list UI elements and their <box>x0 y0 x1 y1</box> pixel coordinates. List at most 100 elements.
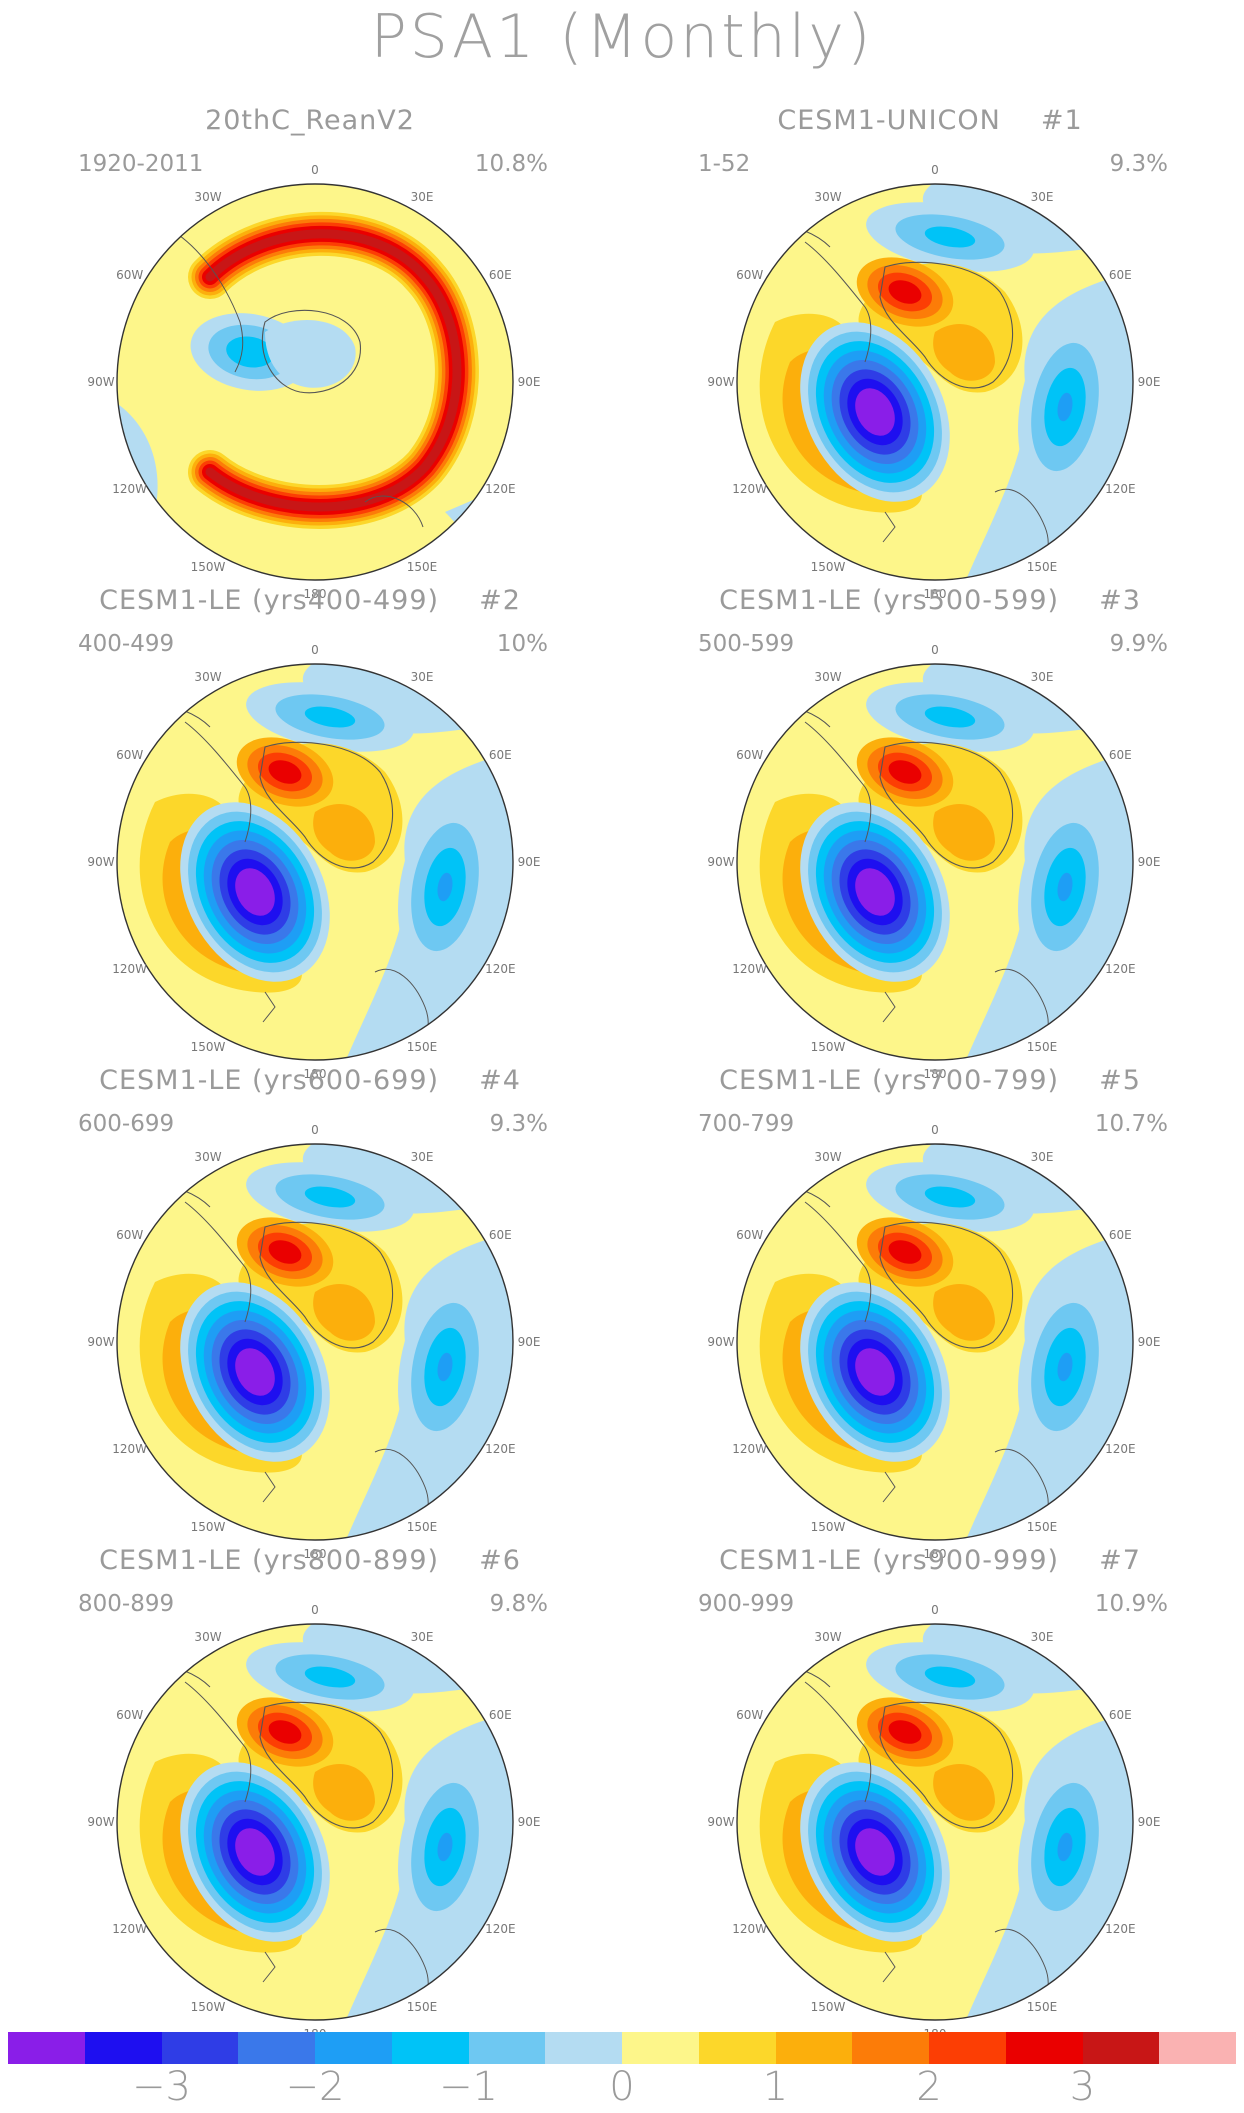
longitude-label: 120E <box>1105 482 1136 496</box>
panel-years: 800-899 <box>78 1591 175 1617</box>
longitude-label: 90E <box>517 855 541 869</box>
longitude-label: 120W <box>112 1922 148 1936</box>
longitude-label: 120E <box>485 1442 516 1456</box>
longitude-label: 180 <box>303 587 327 601</box>
longitude-label: 30W <box>814 189 842 204</box>
polar-map <box>116 1143 514 1541</box>
longitude-label: 180 <box>303 1067 327 1081</box>
longitude-label: 0 <box>931 1123 939 1137</box>
panel-years: 900-999 <box>698 1591 795 1617</box>
longitude-label: 30E <box>410 189 434 204</box>
panel-title-text: CESM1-LE (yrs500-599) <box>719 585 1060 616</box>
panel-years: 400-499 <box>78 631 175 657</box>
longitude-label: 30W <box>814 1629 842 1644</box>
polar-map <box>736 663 1134 1061</box>
panel-number: #3 <box>1099 585 1141 616</box>
colorbar-swatch <box>775 2032 853 2064</box>
panel-title: 20thC_ReanV2 <box>0 105 620 136</box>
panel-number: #7 <box>1099 1545 1141 1576</box>
panel-variance-percent: 9.8% <box>489 1591 548 1617</box>
colorbar-swatch <box>315 2032 392 2064</box>
longitude-label: 0 <box>311 1123 319 1137</box>
longitude-label: 120W <box>112 962 148 976</box>
panel-years: 500-599 <box>698 631 795 657</box>
longitude-label: 90E <box>517 375 541 389</box>
map-boundary <box>116 1143 514 1541</box>
colorbar-tick-label: −3 <box>132 2064 191 2110</box>
longitude-label: 150W <box>810 2000 846 2015</box>
longitude-label: 60W <box>116 1708 144 1722</box>
panel-title-text: 20thC_ReanV2 <box>205 105 415 136</box>
colorbar-tick-label: 0 <box>609 2064 635 2110</box>
map-panel: CESM1-LE (yrs700-799) #5 700-799 10.7% 0 30E 6… <box>620 1065 1240 1561</box>
colorbar-swatch <box>161 2032 239 2064</box>
panel-variance-percent: 9.9% <box>1109 631 1168 657</box>
panel-number: #6 <box>479 1545 521 1576</box>
polar-map <box>736 1623 1134 2021</box>
colorbar-tick-label: −1 <box>439 2064 498 2110</box>
longitude-label: 60W <box>116 1228 144 1242</box>
map-panel: CESM1-LE (yrs400-499) #2 400-499 10% 0 30E 60E… <box>0 585 620 1081</box>
map-boundary <box>736 663 1134 1061</box>
polar-map <box>736 183 1134 581</box>
longitude-label: 180 <box>303 1547 327 1561</box>
longitude-label: 30W <box>194 1629 222 1644</box>
colorbar-swatch <box>84 2032 162 2064</box>
map-boundary <box>736 1623 1134 2021</box>
map-boundary <box>736 183 1134 581</box>
panel-years: 600-699 <box>78 1111 175 1137</box>
polar-map <box>116 1623 514 2021</box>
longitude-label: 60W <box>736 1708 764 1722</box>
panel-title-text: CESM1-LE (yrs600-699) <box>99 1065 440 1096</box>
longitude-label: 90W <box>707 375 735 389</box>
panel-title-text: CESM1-LE (yrs900-999) <box>719 1545 1060 1576</box>
longitude-label: 120E <box>1105 1922 1136 1936</box>
longitude-label: 30W <box>814 1149 842 1164</box>
colorbar-tick-label: 3 <box>1069 2064 1096 2110</box>
longitude-label: 30E <box>1030 189 1054 204</box>
longitude-label: 90W <box>87 855 115 869</box>
longitude-label: 150W <box>190 1520 226 1535</box>
colorbar-swatch <box>1159 2032 1236 2064</box>
longitude-label: 0 <box>931 643 939 657</box>
longitude-label: 150W <box>810 560 846 575</box>
longitude-label: 150E <box>406 1040 438 1055</box>
longitude-label: 120W <box>112 482 148 496</box>
longitude-label: 30W <box>814 669 842 684</box>
map-boundary <box>116 183 514 581</box>
polar-map <box>736 1143 1134 1541</box>
panel-variance-percent: 9.3% <box>1109 151 1168 177</box>
colorbar-swatch <box>929 2032 1006 2064</box>
longitude-label: 150E <box>406 1520 438 1535</box>
colorbar-tick-label: 2 <box>916 2064 942 2110</box>
longitude-label: 90W <box>707 1815 735 1829</box>
longitude-label: 0 <box>311 1603 319 1617</box>
longitude-label: 90W <box>87 1335 115 1349</box>
longitude-label: 60E <box>1108 1708 1132 1722</box>
longitude-label: 150E <box>406 2000 438 2015</box>
panel-number: #1 <box>1040 105 1083 136</box>
polar-map <box>116 183 514 581</box>
panel-variance-percent: 10% <box>496 631 548 657</box>
panel-title: CESM1-LE (yrs500-599) #3 <box>620 585 1240 616</box>
panel-title-text: CESM1-LE (yrs400-499) <box>99 585 440 616</box>
longitude-label: 120E <box>485 482 516 496</box>
colorbar-swatch <box>238 2032 315 2064</box>
longitude-label: 180 <box>923 1547 947 1561</box>
longitude-label: 60E <box>488 1228 512 1242</box>
map-panel: CESM1-LE (yrs900-999) #7 900-999 10.9% 0 30E 6… <box>620 1545 1240 2041</box>
panel-title-text: CESM1-LE (yrs700-799) <box>719 1065 1060 1096</box>
longitude-label: 30E <box>410 1149 434 1164</box>
longitude-label: 150E <box>1026 1040 1058 1055</box>
longitude-label: 180 <box>923 1067 947 1081</box>
panel-title: CESM1-LE (yrs600-699) #4 <box>0 1065 620 1096</box>
longitude-label: 180 <box>923 587 947 601</box>
panel-title-text: CESM1-UNICON <box>777 105 1001 136</box>
colorbar-swatch <box>391 2032 469 2064</box>
longitude-label: 150E <box>406 560 438 575</box>
panel-number: #4 <box>479 1065 521 1096</box>
colorbar <box>8 2032 1236 2064</box>
colorbar-swatch <box>698 2032 776 2064</box>
longitude-label: 60E <box>488 748 512 762</box>
longitude-label: 60W <box>116 268 144 282</box>
